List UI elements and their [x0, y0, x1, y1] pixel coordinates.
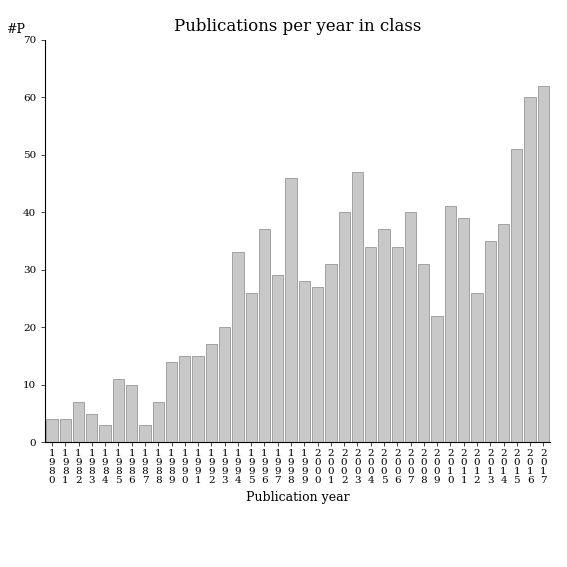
Bar — [192, 356, 204, 442]
Bar — [352, 172, 363, 442]
Bar — [219, 327, 230, 442]
Bar — [365, 247, 376, 442]
Bar — [232, 252, 244, 442]
Bar — [485, 241, 496, 442]
Bar — [312, 287, 323, 442]
Title: Publications per year in class: Publications per year in class — [174, 18, 421, 35]
Bar — [126, 385, 137, 442]
Bar — [86, 413, 98, 442]
Bar — [524, 97, 536, 442]
Bar — [206, 345, 217, 442]
Bar — [498, 224, 509, 442]
Bar — [73, 402, 84, 442]
Bar — [378, 230, 390, 442]
Bar — [246, 293, 257, 442]
Bar — [418, 264, 429, 442]
Bar — [259, 230, 270, 442]
Bar — [299, 281, 310, 442]
Bar — [46, 419, 58, 442]
Bar — [431, 316, 443, 442]
Bar — [471, 293, 483, 442]
Y-axis label: #P: #P — [6, 23, 24, 36]
X-axis label: Publication year: Publication year — [246, 491, 349, 503]
Bar — [445, 206, 456, 442]
Bar — [538, 86, 549, 442]
Bar — [405, 212, 416, 442]
Bar — [166, 362, 177, 442]
Bar — [285, 177, 297, 442]
Bar — [511, 149, 522, 442]
Bar — [458, 218, 469, 442]
Bar — [272, 276, 284, 442]
Bar — [325, 264, 337, 442]
Bar — [179, 356, 191, 442]
Bar — [338, 212, 350, 442]
Bar — [60, 419, 71, 442]
Bar — [113, 379, 124, 442]
Bar — [153, 402, 164, 442]
Bar — [99, 425, 111, 442]
Bar — [392, 247, 403, 442]
Bar — [139, 425, 151, 442]
